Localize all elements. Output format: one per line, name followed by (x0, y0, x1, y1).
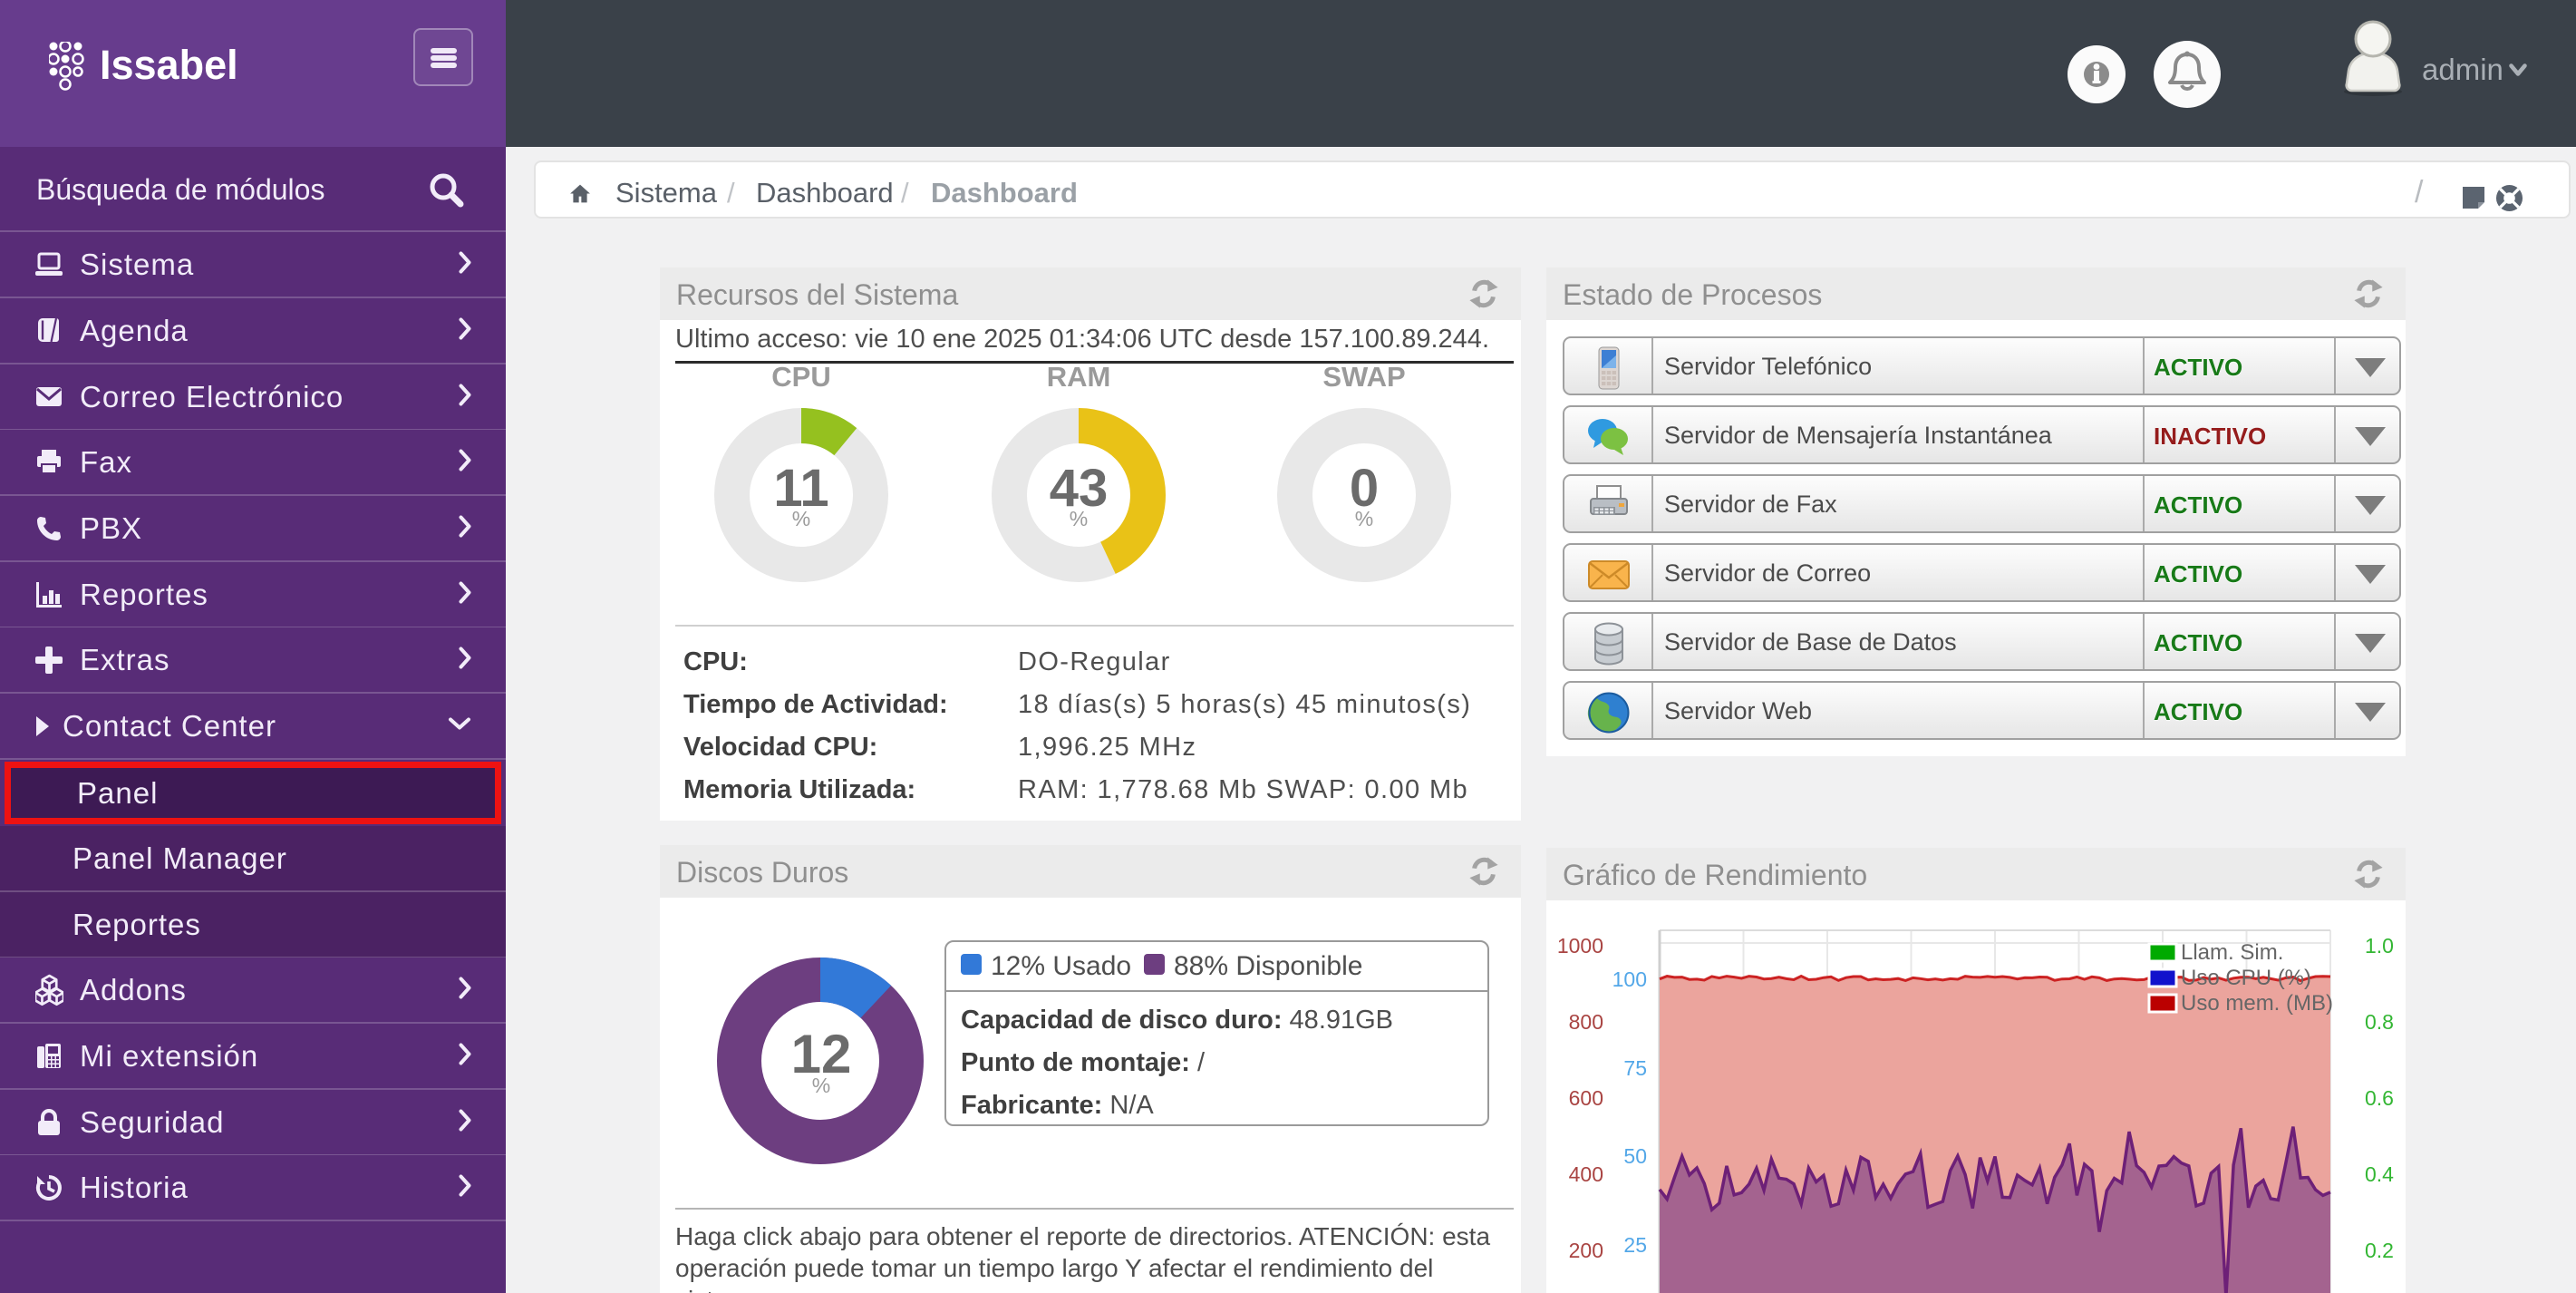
svg-text:75: 75 (1623, 1056, 1647, 1080)
svg-text:0.8: 0.8 (2365, 1010, 2394, 1034)
svg-text:50: 50 (1623, 1144, 1647, 1168)
svg-text:1000: 1000 (1557, 934, 1603, 958)
svg-text:Uso mem. (MB): Uso mem. (MB) (2181, 991, 2333, 1016)
svg-text:0.4: 0.4 (2365, 1162, 2394, 1186)
svg-text:1.0: 1.0 (2365, 934, 2394, 958)
svg-text:0.2: 0.2 (2365, 1239, 2394, 1262)
svg-text:25: 25 (1623, 1233, 1647, 1257)
svg-text:100: 100 (1612, 967, 1647, 991)
svg-text:Uso CPU (%): Uso CPU (%) (2181, 966, 2311, 990)
svg-text:0.6: 0.6 (2365, 1086, 2394, 1110)
svg-text:200: 200 (1569, 1239, 1603, 1262)
svg-text:800: 800 (1569, 1010, 1603, 1034)
svg-text:400: 400 (1569, 1162, 1603, 1186)
svg-text:Llam. Sim.: Llam. Sim. (2181, 940, 2283, 965)
svg-text:600: 600 (1569, 1086, 1603, 1110)
